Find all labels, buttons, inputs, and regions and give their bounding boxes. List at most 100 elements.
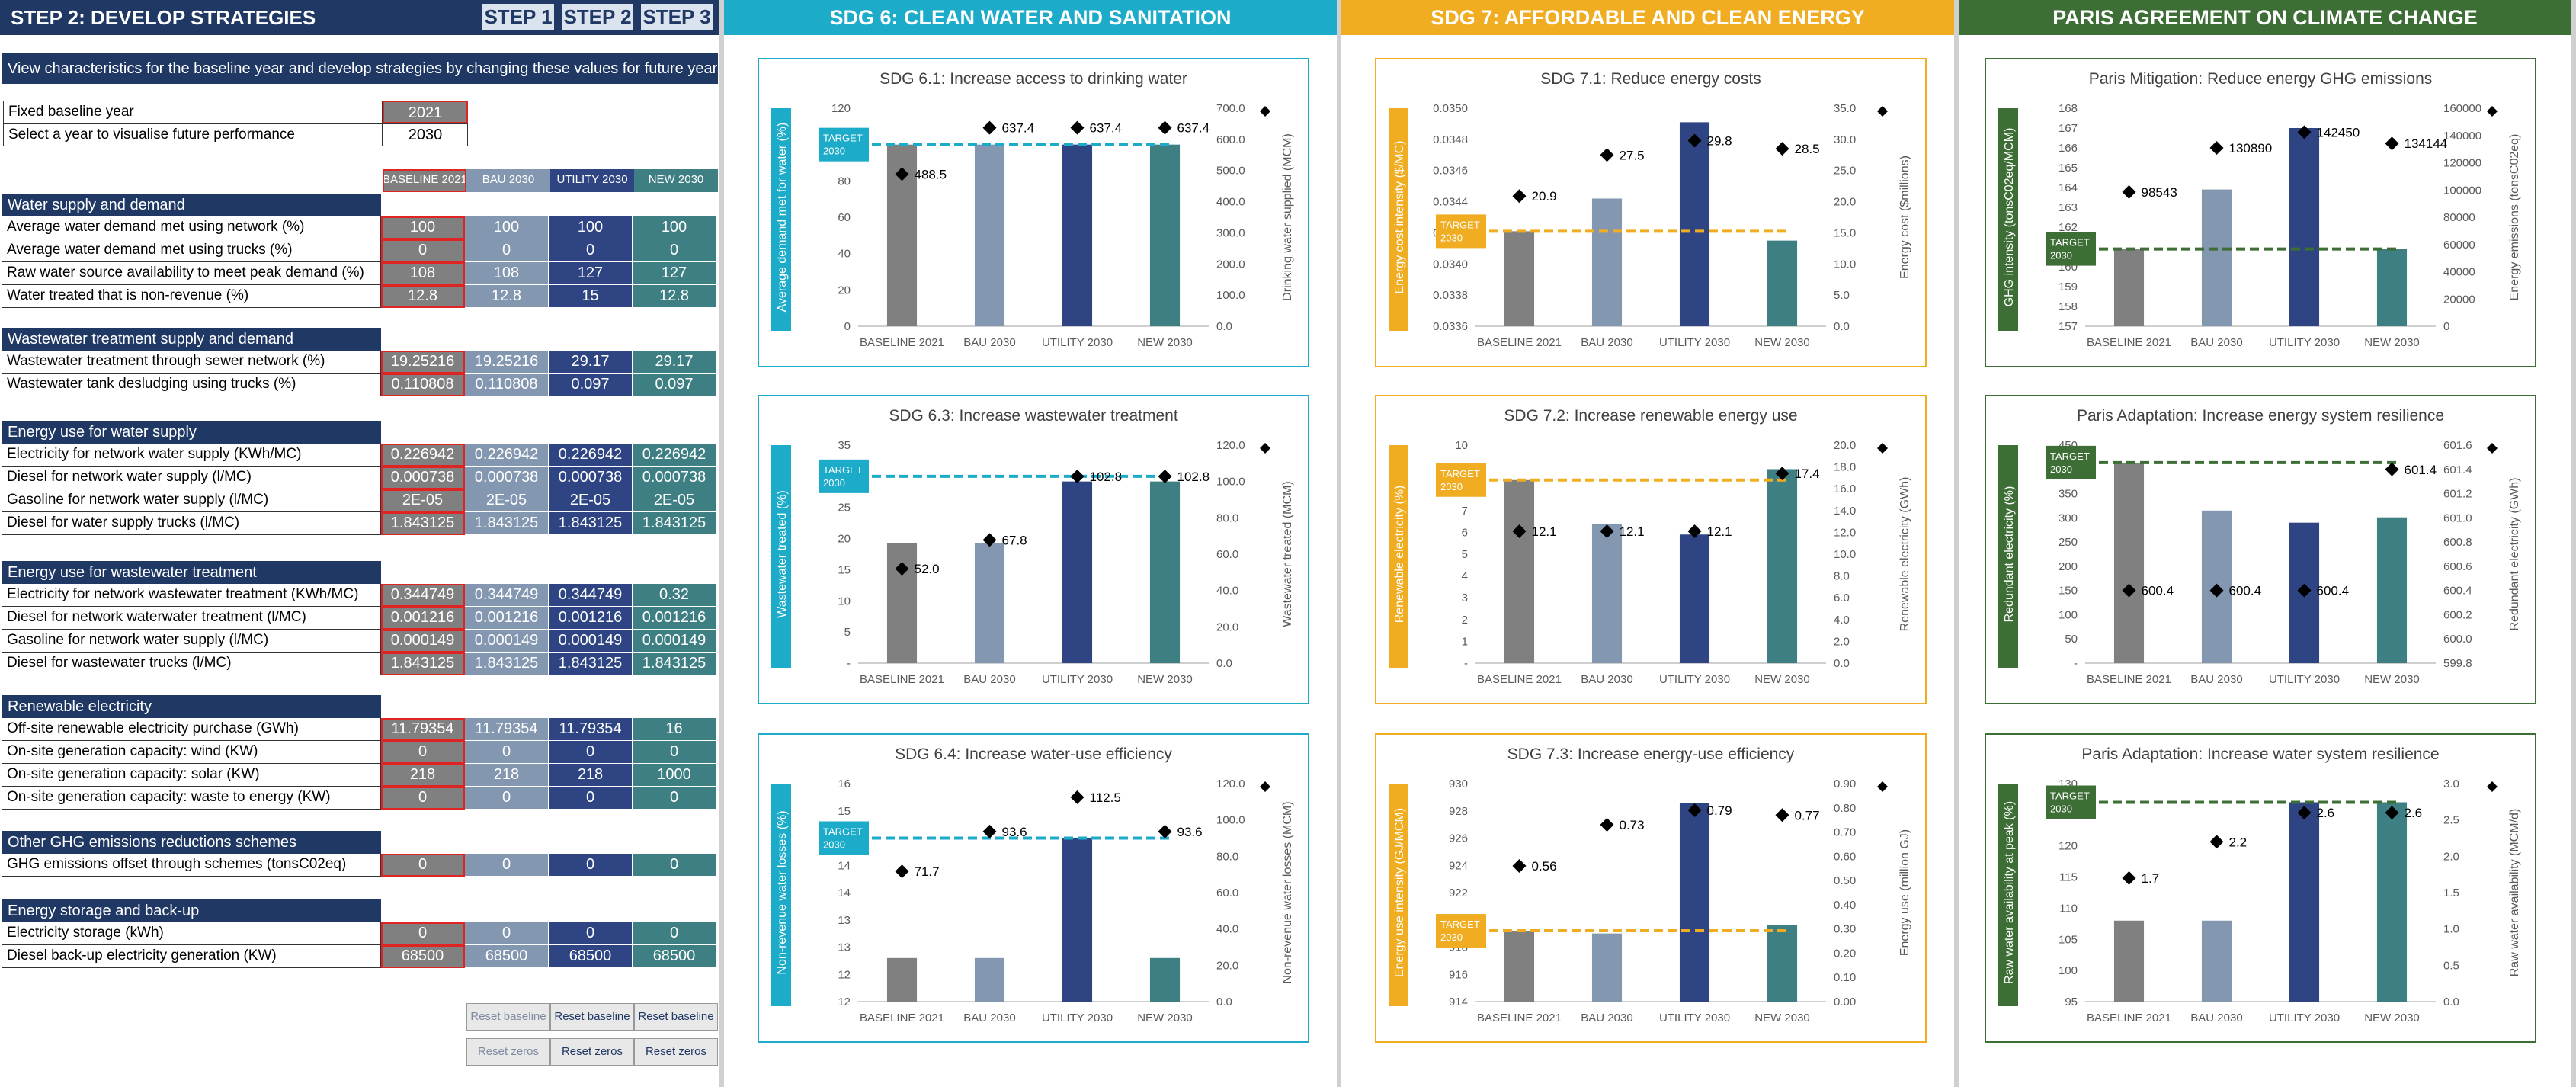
value-cell-bau[interactable]: 0.000149	[465, 630, 549, 653]
y-tick-label: 100	[2059, 964, 2078, 977]
value-cell-utility[interactable]: 0.226942	[549, 444, 633, 467]
data-point	[2122, 184, 2136, 199]
x-tick-label: UTILITY 2030	[1659, 336, 1730, 349]
value-cell-new[interactable]: 0	[633, 787, 716, 810]
value-cell-bau[interactable]: 0	[465, 922, 549, 945]
value-cell-bau[interactable]: 218	[465, 764, 549, 787]
value-cell-new[interactable]: 29.17	[633, 351, 716, 374]
value-cell-utility[interactable]: 0	[549, 854, 633, 877]
value-cell-utility[interactable]: 0.344749	[549, 584, 633, 607]
value-cell-new[interactable]: 2E-05	[633, 489, 716, 512]
select-year-input[interactable]: 2030	[383, 123, 468, 146]
data-label: 12.1	[1707, 524, 1732, 539]
data-point	[2385, 136, 2399, 151]
value-cell-new[interactable]: 1000	[633, 764, 716, 787]
value-cell-utility[interactable]: 0.000738	[549, 467, 633, 489]
y-tick-label: 95	[2065, 996, 2078, 1008]
value-cell-new[interactable]: 0	[633, 854, 716, 877]
value-cell-new[interactable]: 0.097	[633, 374, 716, 396]
chart-title: SDG 7.2: Increase renewable energy use	[1504, 407, 1797, 425]
step-2-button[interactable]: STEP 2	[559, 2, 636, 32]
value-cell-bau[interactable]: 100	[465, 216, 549, 239]
step-1-button[interactable]: STEP 1	[480, 2, 556, 32]
reset-baseline-new-button[interactable]: Reset baseline	[634, 1003, 718, 1031]
value-cell-utility[interactable]: 0	[549, 787, 633, 810]
value-cell-bau[interactable]: 0.000738	[465, 467, 549, 489]
value-cell-bau[interactable]: 0	[465, 741, 549, 764]
value-cell-new[interactable]: 16	[633, 718, 716, 741]
chart-frame	[1985, 733, 2536, 1043]
value-cell-utility[interactable]: 0.000149	[549, 630, 633, 653]
reset-baseline-utility-button[interactable]: Reset baseline	[550, 1003, 634, 1031]
x-tick-label: BASELINE 2021	[1477, 1012, 1562, 1024]
value-cell-utility[interactable]: 0	[549, 741, 633, 764]
value-cell-utility[interactable]: 29.17	[549, 351, 633, 374]
value-cell-new[interactable]: 0.32	[633, 584, 716, 607]
value-cell-utility[interactable]: 68500	[549, 945, 633, 968]
data-label: 488.5	[915, 167, 947, 181]
step-3-button[interactable]: STEP 3	[639, 2, 715, 32]
row-label: On-site generation capacity: waste to en…	[2, 787, 381, 810]
value-cell-new[interactable]: 0.000149	[633, 630, 716, 653]
value-cell-new[interactable]: 100	[633, 216, 716, 239]
x-tick-label: BAU 2030	[2190, 1012, 2242, 1024]
data-label: 102.8	[1177, 470, 1210, 484]
value-cell-bau[interactable]: 1.843125	[465, 512, 549, 535]
value-cell-new[interactable]: 0.001216	[633, 607, 716, 630]
chart-6: Paris Mitigation: Reduce energy GHG emis…	[1985, 58, 2536, 367]
value-cell-utility[interactable]: 0	[549, 922, 633, 945]
value-cell-utility[interactable]: 11.79354	[549, 718, 633, 741]
target-label: TARGET	[2050, 790, 2090, 802]
value-cell-utility[interactable]: 15	[549, 285, 633, 308]
target-year: 2030	[2050, 463, 2072, 475]
value-cell-new[interactable]: 12.8	[633, 285, 716, 308]
value-cell-bau[interactable]: 0.344749	[465, 584, 549, 607]
value-cell-bau[interactable]: 108	[465, 262, 549, 285]
y2-tick-label: 10.0	[1834, 258, 1856, 271]
value-cell-utility[interactable]: 0	[549, 239, 633, 262]
value-cell-new[interactable]: 0	[633, 922, 716, 945]
reset-zeros-new-button[interactable]: Reset zeros	[634, 1038, 718, 1066]
value-cell-bau[interactable]: 0	[465, 239, 549, 262]
value-cell-utility[interactable]: 1.843125	[549, 653, 633, 675]
value-cell-bau[interactable]: 68500	[465, 945, 549, 968]
value-cell-utility[interactable]: 100	[549, 216, 633, 239]
value-cell-bau[interactable]: 0.001216	[465, 607, 549, 630]
value-cell-new[interactable]: 0	[633, 239, 716, 262]
value-cell-new[interactable]: 127	[633, 262, 716, 285]
legend-marker	[2487, 443, 2498, 454]
value-cell-utility[interactable]: 2E-05	[549, 489, 633, 512]
value-cell-new[interactable]: 68500	[633, 945, 716, 968]
value-cell-new[interactable]: 0.000738	[633, 467, 716, 489]
table-row: Gasoline for network water supply (l/MC)…	[2, 630, 718, 653]
value-cell-new[interactable]: 1.843125	[633, 653, 716, 675]
value-cell-bau[interactable]: 0.226942	[465, 444, 549, 467]
x-tick-label: BASELINE 2021	[1477, 336, 1562, 349]
value-cell-new[interactable]: 0.226942	[633, 444, 716, 467]
reset-zeros-bau-button[interactable]: Reset zeros	[466, 1038, 550, 1066]
y-tick-label: -	[2074, 657, 2078, 670]
value-cell-new[interactable]: 1.843125	[633, 512, 716, 535]
value-cell-utility[interactable]: 0.001216	[549, 607, 633, 630]
value-cell-bau[interactable]: 0	[465, 854, 549, 877]
y2-tick-label: 20.0	[1216, 959, 1238, 972]
value-cell-bau[interactable]: 12.8	[465, 285, 549, 308]
value-cell-utility[interactable]: 0.097	[549, 374, 633, 396]
y-axis-label: GHG intensity (tonsC02eq/MCM)	[2003, 128, 2016, 307]
reset-zeros-utility-button[interactable]: Reset zeros	[550, 1038, 634, 1066]
value-cell-utility[interactable]: 127	[549, 262, 633, 285]
value-cell-bau[interactable]: 0	[465, 787, 549, 810]
x-tick-label: NEW 2030	[1754, 1012, 1810, 1024]
value-cell-bau[interactable]: 19.25216	[465, 351, 549, 374]
value-cell-new[interactable]: 0	[633, 741, 716, 764]
value-cell-bau[interactable]: 0.110808	[465, 374, 549, 396]
data-point	[2209, 835, 2224, 849]
value-cell-utility[interactable]: 1.843125	[549, 512, 633, 535]
value-cell-utility[interactable]: 218	[549, 764, 633, 787]
reset-baseline-bau-button[interactable]: Reset baseline	[466, 1003, 550, 1031]
bar	[886, 957, 918, 1002]
value-cell-bau[interactable]: 2E-05	[465, 489, 549, 512]
value-cell-bau[interactable]: 1.843125	[465, 653, 549, 675]
bar	[1591, 933, 1623, 1002]
value-cell-bau[interactable]: 11.79354	[465, 718, 549, 741]
